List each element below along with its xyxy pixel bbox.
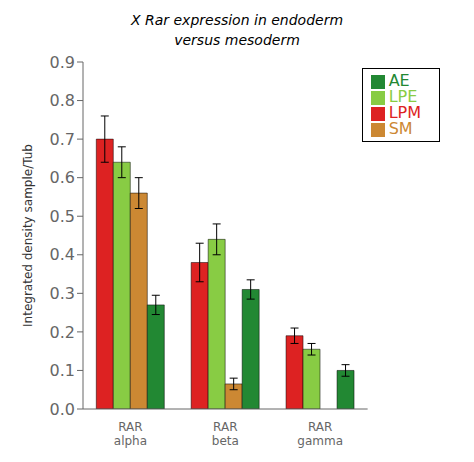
html-text:LPE: LPE xyxy=(388,87,418,106)
svg-text:RARbeta: RARbeta xyxy=(212,420,239,448)
html-text:AE: AE xyxy=(388,71,410,90)
svg-text:0.5: 0.5 xyxy=(50,207,75,226)
svg-text:0.1: 0.1 xyxy=(50,361,75,380)
html-text:SM: SM xyxy=(388,119,413,138)
svg-text:0.0: 0.0 xyxy=(50,400,75,419)
svg-text:RARgamma: RARgamma xyxy=(297,420,343,448)
svg-text:0.8: 0.8 xyxy=(50,91,75,110)
svg-text:0.3: 0.3 xyxy=(50,284,75,303)
svg-text:Integrated density sample/Tub: Integrated density sample/Tub xyxy=(21,144,35,327)
svg-text:RARalpha: RARalpha xyxy=(114,420,147,448)
svg-text:0.2: 0.2 xyxy=(50,323,75,342)
html-text:X Rar expression in endoderm: X Rar expression in endoderm xyxy=(130,12,344,28)
html-text:LPM: LPM xyxy=(388,103,421,122)
svg-text:0.6: 0.6 xyxy=(50,168,75,187)
html-text:versus mesoderm: versus mesoderm xyxy=(174,32,300,48)
svg-text:0.4: 0.4 xyxy=(50,245,75,264)
svg-text:0.9: 0.9 xyxy=(50,53,75,72)
svg-text:0.7: 0.7 xyxy=(50,130,75,149)
